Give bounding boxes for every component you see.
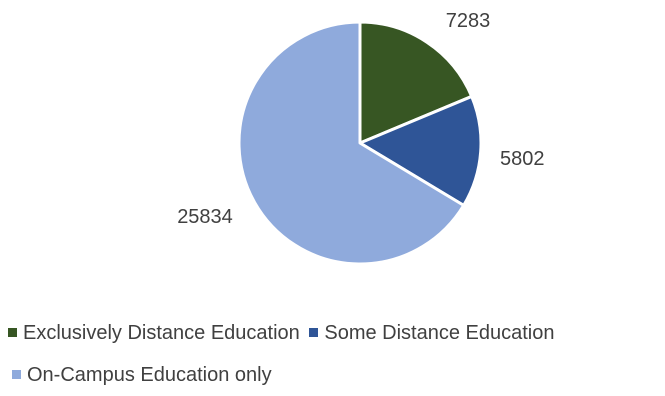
legend-item-exclusively-distance: Exclusively Distance Education [8,312,300,354]
pie-chart: 7283 5802 25834 [177,10,545,266]
pie-slice-2 [358,94,483,207]
data-label-3: 25834 [177,206,233,228]
legend-swatch-exclusively-distance [8,328,17,337]
pie-slice-3 [237,20,466,266]
legend-swatch-on-campus [12,370,21,379]
legend-label-on-campus: On-Campus Education only [27,364,272,386]
data-label-1: 7283 [446,10,491,32]
legend-item-on-campus: On-Campus Education only [12,354,272,396]
legend-swatch-some-distance [309,328,319,337]
legend-item-some-distance: Some Distance Education [309,312,555,354]
data-label-2: 5802 [500,148,545,170]
data-labels: 7283 5802 25834 [177,10,544,228]
legend-label-some-distance: Some Distance Education [324,322,555,344]
pie-slice-1 [358,20,474,145]
pie-slices [237,20,483,266]
legend-label-exclusively-distance: Exclusively Distance Education [23,322,300,344]
legend-row-1: Exclusively Distance Education Some Dist… [0,312,665,354]
legend-row-2: On-Campus Education only [0,354,665,396]
legend: Exclusively Distance Education Some Dist… [0,312,665,396]
